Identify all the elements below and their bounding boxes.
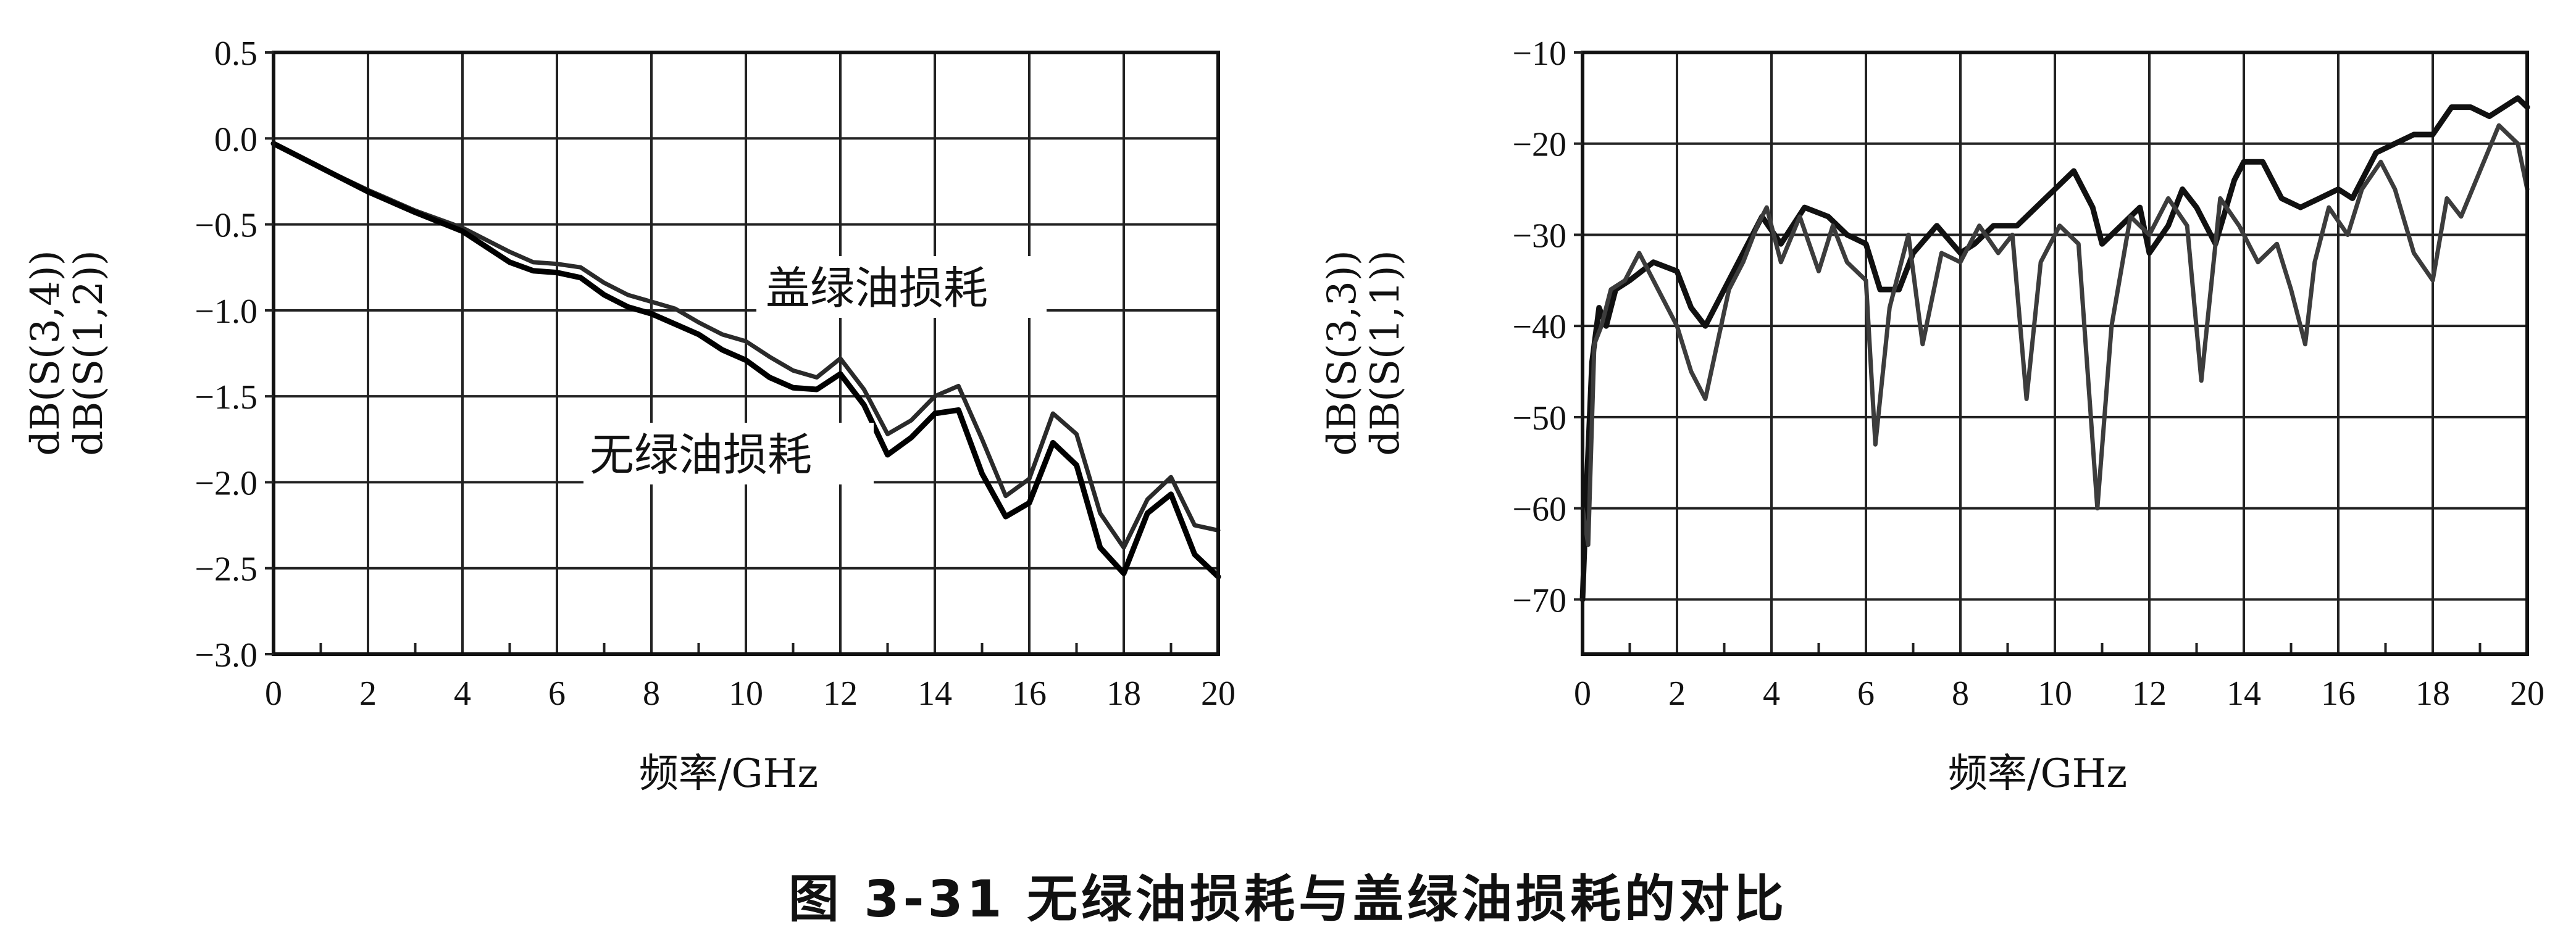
y-ticks-left: 0.5 0.0 −0.5 −1.0 −1.5 −2.0 −2.5 −3.0 xyxy=(194,35,274,675)
y-tick-label-left-3: −1.0 xyxy=(194,293,257,331)
x-tick-label-left-5: 10 xyxy=(729,675,763,713)
annotation-bg-1 xyxy=(756,256,1047,318)
x-tick-label-left-6: 12 xyxy=(823,675,858,713)
x-tick-label-left-10: 20 xyxy=(1201,675,1236,713)
y-ticks-right: −10 −20 −30 −40 −50 −60 −70 xyxy=(1512,35,1583,620)
x-tick-label-right-6: 12 xyxy=(2132,675,2167,713)
chart-right-return-loss: 0 2 4 6 8 10 12 14 16 18 20 −10−20−30−40−50−60−70 … xyxy=(1319,35,2545,797)
series-group-left xyxy=(270,141,1221,580)
y-tick-label-right-0: −10 xyxy=(1512,35,1566,73)
series-line-left-1 xyxy=(270,141,1221,580)
x-tick-label-right-1: 2 xyxy=(1668,675,1686,713)
x-tick-label-left-9: 18 xyxy=(1106,675,1141,713)
x-axis-label-left: 频率/GHz xyxy=(639,751,818,797)
figure-caption: 图 3-31 无绿油损耗与盖绿油损耗的对比 xyxy=(788,870,1788,929)
y-tick-label-right-6: −70 xyxy=(1512,581,1566,620)
annotation-bg-2 xyxy=(583,423,874,484)
x-tick-label-left-3: 6 xyxy=(548,675,566,713)
x-tick-label-right-0: 0 xyxy=(1574,675,1591,713)
x-ticks-left: 0 2 4 6 8 10 12 14 16 18 20 xyxy=(265,675,1236,713)
y-axis-label-left-1: dB(S(3,4)) xyxy=(23,250,69,456)
chart-left-loss: 0 2 4 6 8 10 12 14 16 18 20 0.5 0.0 −0.5 −1.0 −1.5 −2.0… xyxy=(23,35,1236,797)
series-line-right-1 xyxy=(1580,123,2530,547)
x-tick-label-left-0: 0 xyxy=(265,675,282,713)
y-axis-label-right-2: dB(S(1,1)) xyxy=(1363,250,1408,456)
x-tick-label-right-10: 20 xyxy=(2510,675,2545,713)
y-tick-label-right-3: −40 xyxy=(1512,308,1566,346)
series-line-right-0 xyxy=(1579,95,2530,602)
y-tick-label-left-7: −3.0 xyxy=(194,636,257,675)
series-group-right xyxy=(1579,95,2530,602)
y-tick-label-left-4: −1.5 xyxy=(194,378,257,417)
x-tick-label-right-8: 16 xyxy=(2321,675,2356,713)
plot-frame-right xyxy=(1581,51,2529,656)
y-tick-label-right-4: −50 xyxy=(1512,399,1566,438)
y-tick-label-left-2: −0.5 xyxy=(194,207,257,245)
y-axis-label-right-1: dB(S(3,3)) xyxy=(1319,250,1365,456)
y-tick-label-left-6: −2.5 xyxy=(194,550,257,589)
x-tick-label-right-3: 6 xyxy=(1857,675,1875,713)
x-tick-label-right-9: 18 xyxy=(2415,675,2450,713)
y-tick-label-left-5: −2.0 xyxy=(194,464,257,502)
x-tick-label-left-4: 8 xyxy=(643,675,660,713)
y-tick-label-left-1: 0.0 xyxy=(214,120,257,159)
x-ticks-right: 0 2 4 6 8 10 12 14 16 18 20 xyxy=(1574,675,2545,713)
x-tick-label-right-4: 8 xyxy=(1952,675,1969,713)
x-tick-label-right-2: 4 xyxy=(1763,675,1780,713)
annotation-covered-solder-mask: 盖绿油损耗 xyxy=(766,262,988,314)
x-tick-label-left-1: 2 xyxy=(359,675,377,713)
x-axis-label-right: 频率/GHz xyxy=(1948,751,2127,797)
x-tick-label-left-8: 16 xyxy=(1012,675,1047,713)
y-axis-label-left-2: dB(S(1,2)) xyxy=(66,250,112,456)
figure: 0 2 4 6 8 10 12 14 16 18 20 0.50.0−0.5−1.0−1.5−2.0… xyxy=(23,35,2545,797)
y-tick-label-left-0: 0.5 xyxy=(214,35,257,73)
plot-frame-left xyxy=(272,51,1220,656)
y-tick-label-right-2: −30 xyxy=(1512,217,1566,255)
annotation-no-solder-mask: 无绿油损耗 xyxy=(590,429,812,481)
x-tick-label-right-7: 14 xyxy=(2227,675,2261,713)
y-tick-label-right-5: −60 xyxy=(1512,491,1566,529)
x-tick-label-right-5: 10 xyxy=(2038,675,2072,713)
series-line-left-0 xyxy=(271,141,1221,550)
x-tick-label-left-7: 14 xyxy=(918,675,952,713)
x-tick-label-left-2: 4 xyxy=(454,675,471,713)
y-tick-label-right-1: −20 xyxy=(1512,126,1566,164)
